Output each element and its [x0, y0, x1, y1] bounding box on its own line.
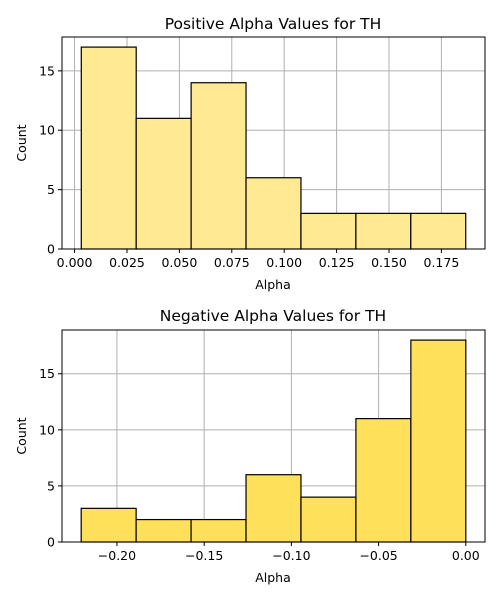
histogram-bar — [300, 212, 357, 250]
y-tick-label: 15 — [39, 63, 55, 78]
histogram-bar — [300, 496, 357, 543]
histogram-bar — [410, 212, 467, 250]
x-tick-label: −0.10 — [272, 548, 310, 563]
histogram-bar — [135, 518, 192, 543]
y-tick-label: 10 — [39, 422, 55, 437]
x-tick-label: 0.125 — [319, 255, 355, 270]
x-tick-label: −0.15 — [185, 548, 223, 563]
x-tick-label: 0.025 — [109, 255, 145, 270]
histogram-bar — [355, 418, 412, 543]
histogram-bar — [245, 474, 302, 543]
plot-frame — [61, 329, 486, 543]
x-axis-label: Alpha — [255, 277, 291, 292]
x-tick-label: −0.20 — [98, 548, 136, 563]
x-tick-label: 0.100 — [266, 255, 302, 270]
histogram-bar — [190, 82, 247, 250]
y-axis-label: Count — [14, 417, 29, 454]
histogram-bar — [410, 339, 467, 543]
y-tick-label: 0 — [47, 535, 55, 550]
x-tick-label: 0.075 — [214, 255, 250, 270]
histogram-bar — [80, 507, 137, 543]
histogram-bar — [245, 177, 302, 250]
y-tick-label: 5 — [47, 478, 55, 493]
x-axis-label: Alpha — [255, 570, 291, 585]
histogram-bar — [80, 46, 137, 250]
chart-title: Negative Alpha Values for TH — [160, 307, 386, 325]
y-tick-label: 15 — [39, 366, 55, 381]
positive-alpha-histogram: Positive Alpha Values for TH 0.000 0.025 0… — [14, 15, 486, 292]
y-tick-label: 10 — [39, 123, 55, 138]
histogram-bar — [190, 518, 247, 543]
y-tick-label: 5 — [47, 182, 55, 197]
negative-alpha-histogram: Negative Alpha Values for TH −0.20 −0.15 −… — [14, 307, 486, 585]
y-tick-label: 0 — [47, 242, 55, 257]
histogram-bar — [355, 212, 412, 250]
x-tick-label: 0.00 — [452, 548, 480, 563]
x-tick-label: −0.05 — [359, 548, 397, 563]
x-tick-label: 0.050 — [161, 255, 197, 270]
chart-title: Positive Alpha Values for TH — [165, 15, 382, 33]
histogram-bar — [135, 117, 192, 250]
x-tick-label: 0.175 — [424, 255, 460, 270]
x-tick-label: 0.000 — [57, 255, 93, 270]
plot-frame — [61, 36, 486, 250]
x-tick-label: 0.150 — [371, 255, 407, 270]
y-axis-label: Count — [14, 124, 29, 161]
